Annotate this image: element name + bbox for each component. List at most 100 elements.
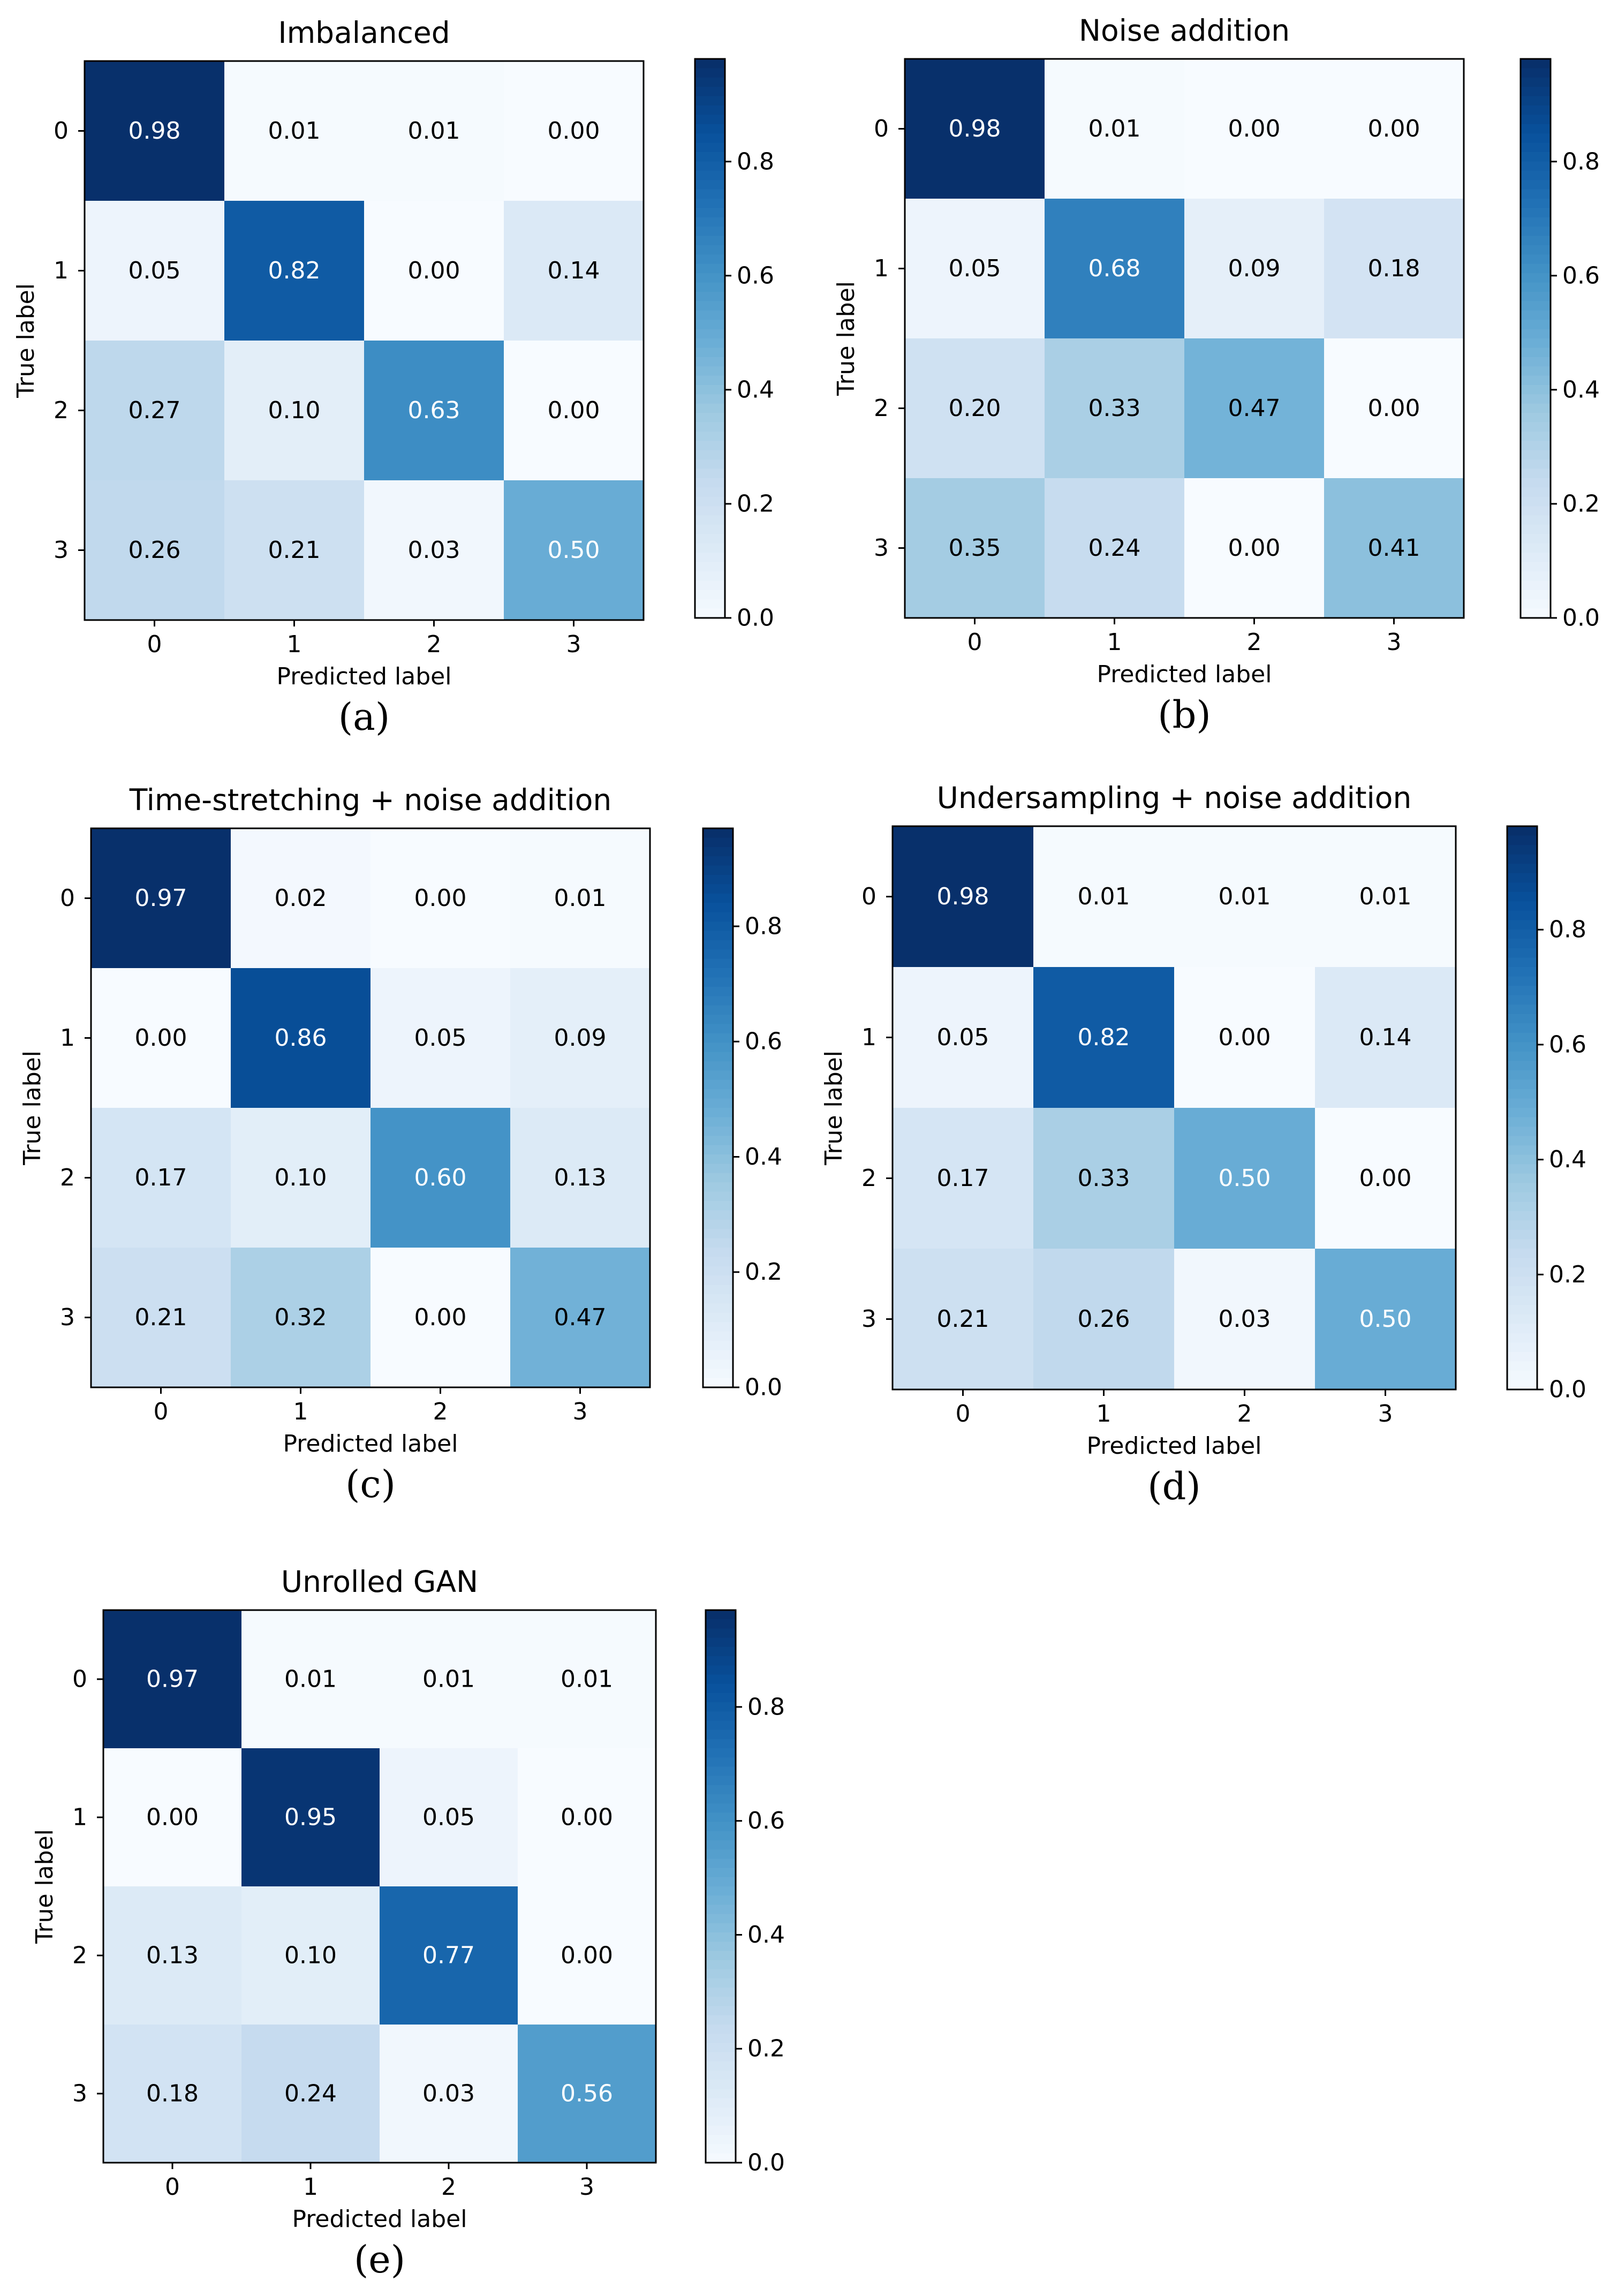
cell-value-label: 0.98 [128, 117, 181, 145]
plot-frame [90, 827, 651, 1388]
colorbar-segment [1507, 939, 1537, 949]
x-tick-label: 0 [165, 2173, 180, 2201]
colorbar-segment [1521, 441, 1551, 451]
colorbar-segment [1521, 208, 1551, 218]
colorbar-segment [1521, 310, 1551, 320]
cell-value-label: 0.33 [1088, 395, 1141, 422]
cell-value-label: 0.26 [128, 537, 181, 564]
heatmap-cell [103, 1748, 242, 1887]
heatmap-cell [364, 341, 504, 481]
cell-value-label: 0.05 [422, 1804, 475, 1831]
colorbar-segment [706, 1859, 736, 1869]
heatmap-cell [85, 61, 225, 201]
colorbar-segment [706, 1849, 736, 1860]
colorbar-segment [1507, 1380, 1537, 1390]
colorbar-tick-label: 0.8 [737, 148, 774, 175]
colorbar-frame [694, 58, 726, 619]
y-tick-label: 2 [54, 397, 69, 424]
x-axis-label: Predicted label [1097, 661, 1272, 688]
colorbar-segment [703, 1369, 733, 1379]
colorbar-tick-label: 0.0 [747, 2149, 785, 2177]
colorbar-segment [695, 208, 725, 218]
colorbar-segment [695, 77, 725, 87]
colorbar-segment [695, 432, 725, 442]
colorbar-frame [702, 827, 734, 1388]
colorbar-segment [706, 1619, 736, 1629]
colorbar-segment [1521, 180, 1551, 190]
cell-value-label: 0.97 [146, 1666, 199, 1693]
colorbar-segment [1521, 282, 1551, 292]
cell-value-label: 0.05 [128, 257, 181, 284]
y-axis-label: True label [31, 1829, 58, 1944]
colorbar-segment [703, 884, 733, 894]
colorbar-segment [703, 1201, 733, 1211]
heatmap-cell [893, 826, 1034, 968]
heatmap-cell [1174, 826, 1315, 968]
colorbar-segment [1521, 422, 1551, 432]
colorbar-segment [695, 142, 725, 153]
colorbar-segment [1521, 375, 1551, 386]
colorbar-segment [1521, 320, 1551, 330]
cell-value-label: 0.05 [414, 1024, 467, 1052]
cell-value-label: 0.02 [275, 885, 327, 912]
colorbar-segment [703, 1079, 733, 1090]
colorbar-segment [1521, 357, 1551, 367]
y-tick-label: 2 [874, 395, 889, 422]
heatmap-cell [1184, 59, 1325, 199]
cell-value-label: 0.47 [554, 1304, 607, 1331]
colorbar-segment [706, 2098, 736, 2108]
colorbar-segment [695, 245, 725, 255]
colorbar-segment [1521, 385, 1551, 395]
colorbar-segment [703, 875, 733, 885]
colorbar: 0.0 0.2 0.4 0.6 0.8 [702, 827, 782, 1401]
colorbar-segment [1507, 854, 1537, 864]
colorbar-segment [706, 1905, 736, 1915]
colorbar-segment [706, 1637, 736, 1648]
x-tick-label: 3 [1378, 1400, 1393, 1428]
colorbar-segment [1507, 901, 1537, 911]
heatmap-cell [1045, 478, 1185, 618]
colorbar-segment [1521, 115, 1551, 125]
heatmap-cell [231, 968, 371, 1108]
colorbar-segment [1521, 413, 1551, 423]
colorbar-tick-label: 0.2 [745, 1258, 782, 1286]
colorbar-segment [706, 2025, 736, 2034]
colorbar-segment [695, 459, 725, 470]
colorbar-segment [1507, 1295, 1537, 1305]
heatmap-cell [504, 480, 644, 621]
colorbar-segment [1507, 1061, 1537, 1071]
chart-title: Noise addition [1079, 13, 1290, 48]
colorbar-segment [695, 105, 725, 116]
cell-value-label: 0.95 [284, 1804, 337, 1831]
x-tick-label: 3 [1387, 629, 1402, 656]
colorbar-segment [703, 1145, 733, 1155]
x-axis-label: Predicted label [277, 663, 452, 690]
cell-value-label: 0.21 [268, 537, 321, 564]
colorbar-segment [706, 2144, 736, 2154]
colorbar-tick-label: 0.6 [1562, 262, 1600, 289]
colorbar-segment [1507, 1333, 1537, 1343]
heatmap-cell [1174, 1108, 1315, 1249]
colorbar-segment [1521, 254, 1551, 265]
heatmap-cell [231, 1108, 371, 1248]
colorbar-segment [1507, 976, 1537, 986]
heatmap-cell [510, 1248, 651, 1388]
colorbar-segment [1507, 957, 1537, 968]
colorbar-tick-label: 0.4 [745, 1143, 782, 1170]
colorbar-segment [706, 1776, 736, 1786]
colorbar-segment [1521, 245, 1551, 255]
colorbar-segment [703, 1070, 733, 1081]
colorbar-segment [1521, 152, 1551, 162]
colorbar-segment [1507, 1070, 1537, 1081]
heatmap-cell [905, 338, 1045, 479]
colorbar-segment [1521, 133, 1551, 144]
colorbar-segment [1507, 873, 1537, 883]
cell-value-label: 0.17 [937, 1165, 989, 1192]
colorbar-segment [695, 413, 725, 423]
colorbar-segment [703, 1089, 733, 1099]
colorbar-segment [706, 1693, 736, 1703]
x-tick-label: 3 [573, 1398, 588, 1425]
